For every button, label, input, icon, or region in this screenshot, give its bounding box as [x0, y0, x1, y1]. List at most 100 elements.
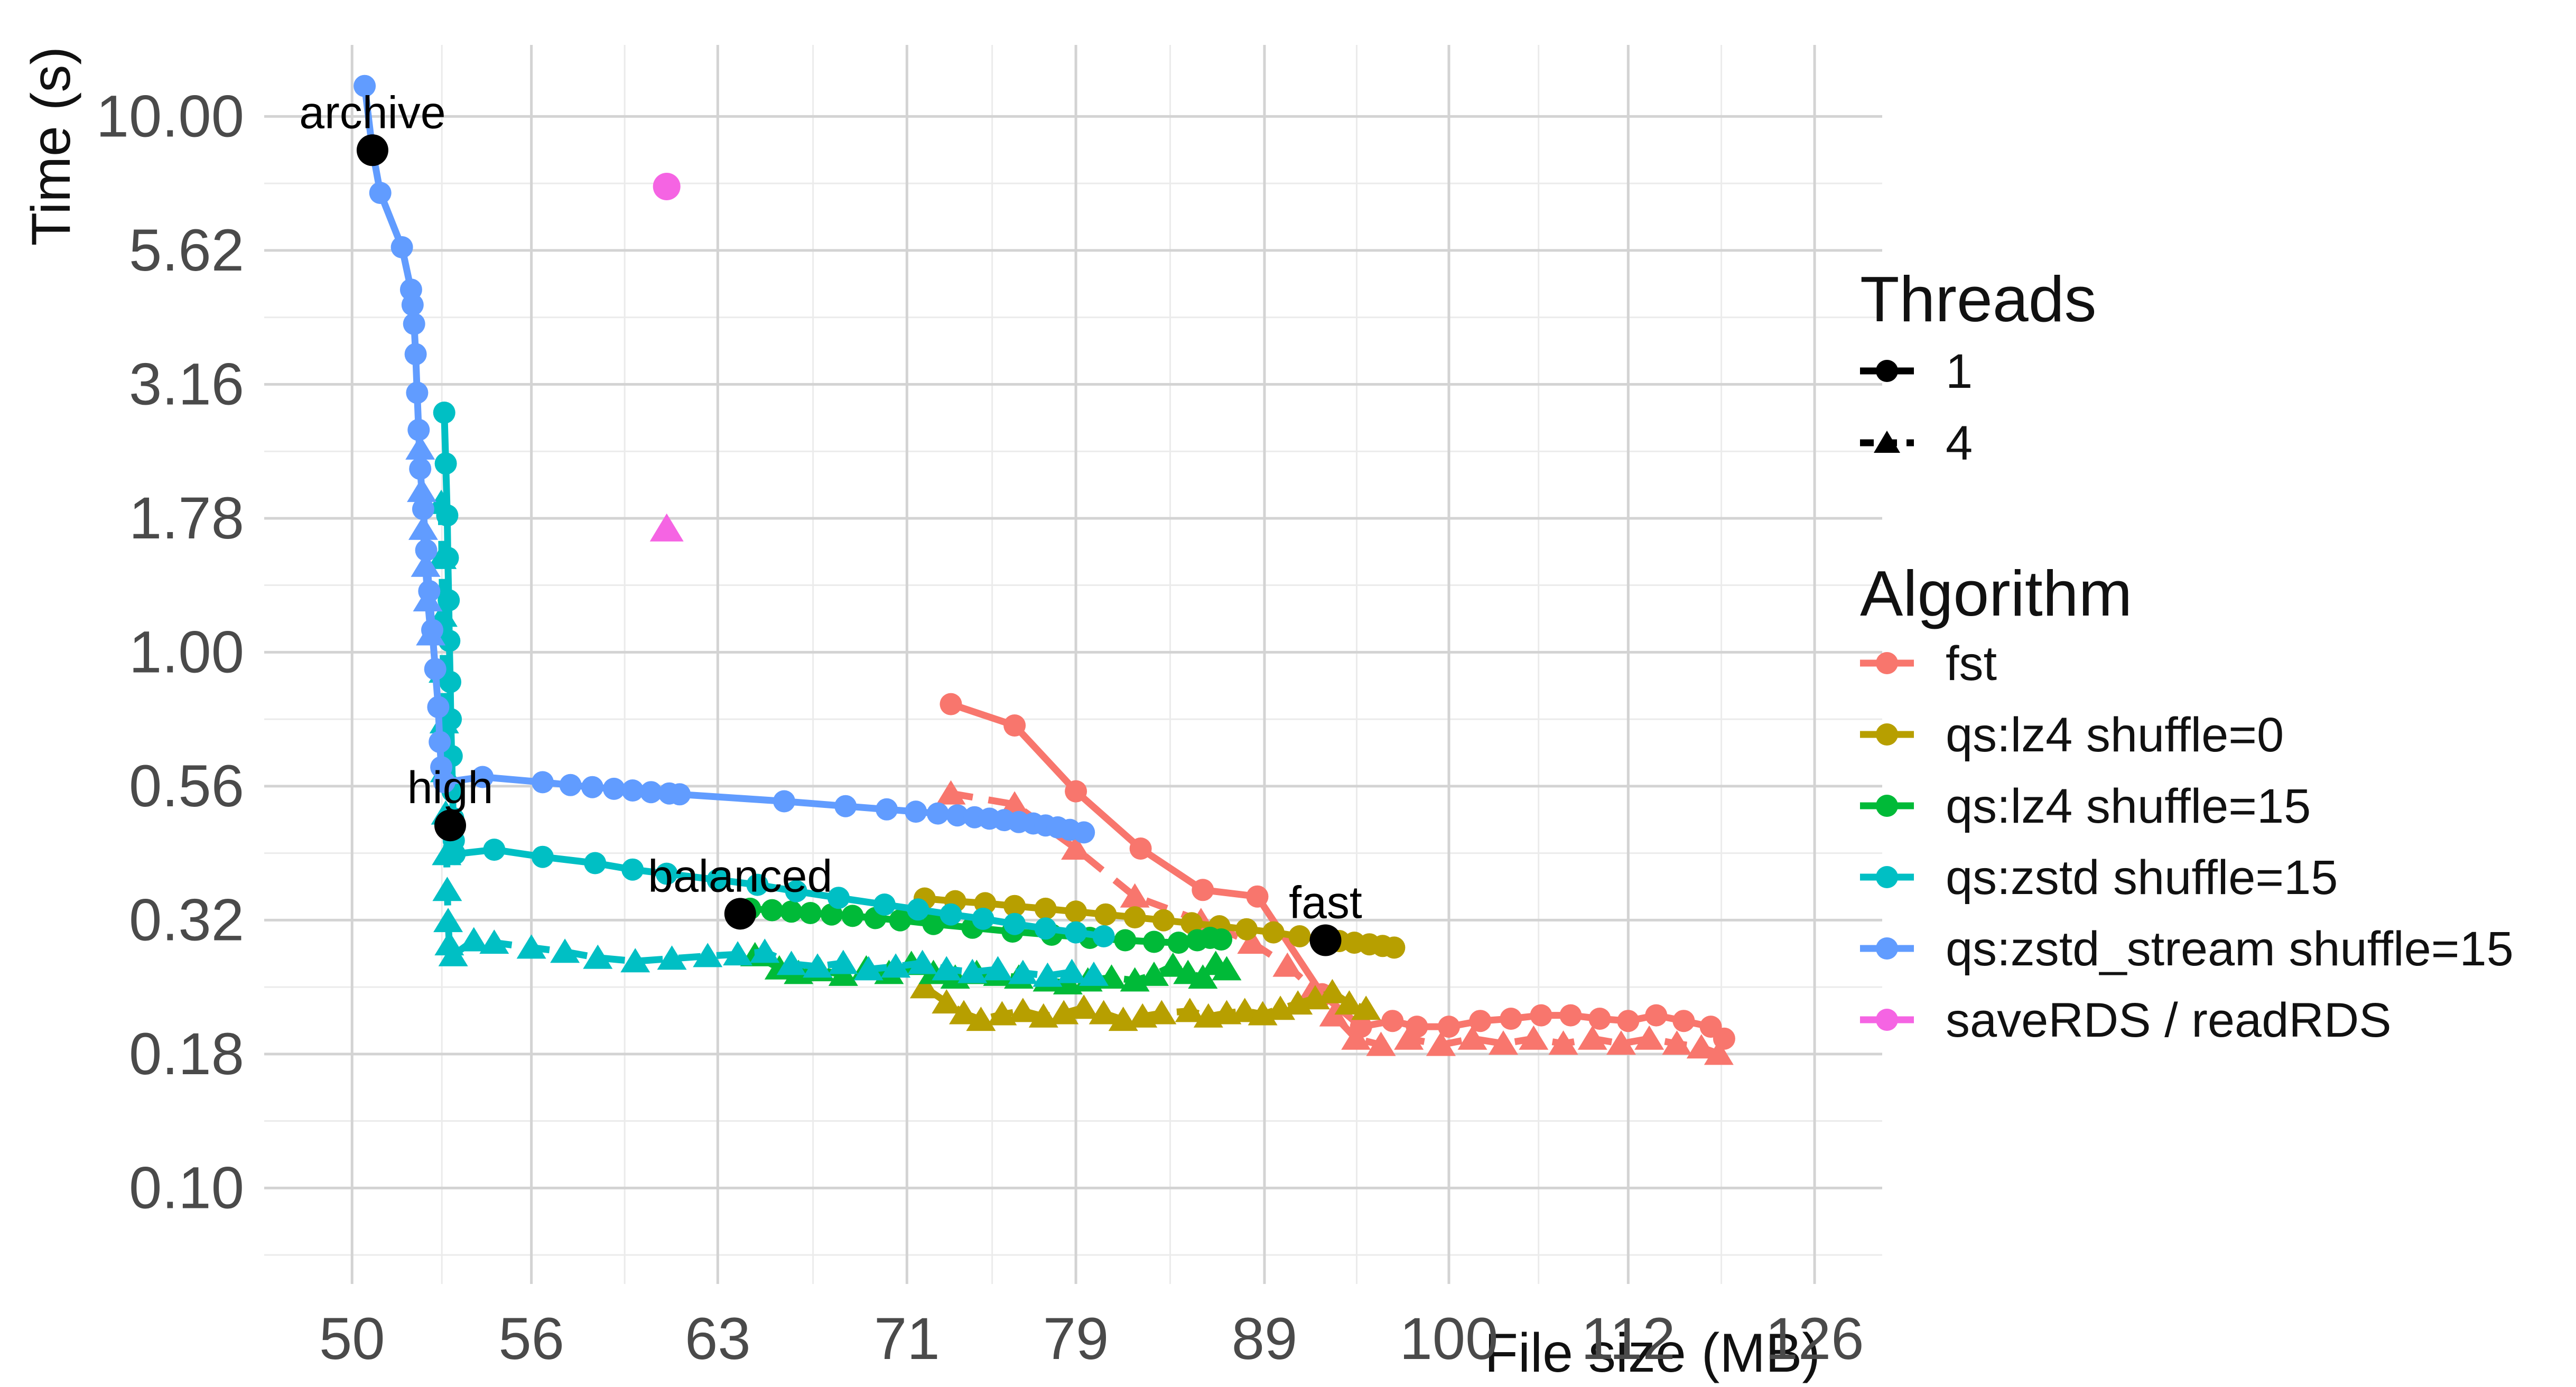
data-point	[803, 953, 833, 978]
data-point	[1000, 791, 1030, 816]
data-point	[949, 1000, 979, 1025]
data-point	[1366, 1031, 1396, 1056]
legend-item-algorithm-1: fst	[1860, 637, 1997, 691]
data-point	[1606, 1030, 1636, 1055]
data-point	[483, 839, 506, 861]
data-point	[1704, 1040, 1734, 1065]
data-point	[412, 498, 434, 520]
legend-algorithm: Algorithm fst qs:lz4 shuffle=0 qs:lz4 shuff…	[1860, 557, 2514, 1047]
data-point	[1065, 921, 1087, 944]
data-point	[983, 956, 1013, 981]
data-point	[1317, 979, 1347, 1003]
data-point	[439, 671, 461, 693]
legend-item-label: qs:zstd_stream shuffle=15	[1946, 922, 2514, 976]
data-point	[531, 771, 554, 794]
data-point	[434, 452, 457, 475]
data-point	[799, 902, 822, 924]
y-tick-label: 3.16	[129, 351, 244, 417]
data-point	[1230, 998, 1260, 1022]
preset-label-archive: archive	[299, 87, 445, 138]
data-point	[584, 852, 607, 874]
y-tick-label: 0.10	[129, 1155, 244, 1221]
data-point	[1237, 929, 1267, 954]
data-point	[479, 929, 509, 954]
data-point	[418, 580, 441, 602]
legend-item-algorithm-3: qs:lz4 shuffle=15	[1860, 779, 2311, 833]
data-point	[1351, 995, 1381, 1020]
x-tick-label: 126	[1765, 1306, 1864, 1372]
data-point	[1008, 960, 1038, 984]
data-point	[1246, 885, 1269, 908]
data-point	[433, 402, 455, 424]
preset-annotations: archive high balanced fast	[299, 87, 1362, 956]
series-zstd-1t	[433, 402, 1115, 947]
data-point	[406, 381, 429, 404]
data-point	[909, 974, 940, 999]
data-point	[432, 877, 462, 901]
data-point	[1092, 925, 1115, 947]
data-point	[1334, 990, 1364, 1015]
data-point	[1057, 958, 1087, 983]
data-point	[693, 943, 723, 967]
data-point	[1713, 1027, 1735, 1050]
data-point	[723, 941, 753, 966]
data-point	[1008, 998, 1038, 1022]
data-point	[1061, 835, 1091, 860]
x-axis-tick-labels: 50 56 63 71 79 89 100 112 126	[319, 1306, 1864, 1372]
legend-item-algorithm-4: qs:zstd shuffle=15	[1860, 851, 2338, 905]
data-point	[433, 771, 455, 794]
data-point	[621, 858, 644, 881]
series-zstdstream-1t	[354, 75, 1095, 844]
data-point	[649, 513, 684, 542]
data-point	[773, 790, 795, 813]
data-point	[407, 418, 430, 441]
legend-item-label: fst	[1946, 637, 1997, 691]
data-point	[433, 908, 463, 933]
data-point	[1152, 909, 1175, 932]
y-tick-label: 10.00	[96, 83, 244, 149]
data-point	[559, 774, 582, 796]
data-point	[424, 658, 447, 681]
legend-item-threads-4: 4	[1860, 416, 1973, 470]
data-point	[429, 731, 451, 753]
preset-label-high: high	[407, 762, 494, 813]
legend-threads: Threads 1 4	[1860, 263, 2097, 470]
data-point	[436, 504, 459, 527]
data-point	[1120, 883, 1150, 908]
data-point	[1548, 1030, 1578, 1055]
x-axis-title: File size (MB)	[1484, 1323, 1820, 1384]
legend-key-circle-icon	[1876, 652, 1898, 674]
grid-major	[264, 45, 1882, 1284]
x-tick-label: 71	[874, 1306, 940, 1372]
data-point	[1065, 900, 1087, 923]
legend-key-circle-icon	[1876, 866, 1898, 888]
data-point	[1129, 837, 1152, 860]
data-point	[876, 798, 898, 821]
legend: Threads 1 4 Algorithm fst qs:lz4 shuffle=0 qs:…	[1860, 263, 2514, 1047]
y-tick-label: 1.78	[129, 485, 244, 551]
data-point	[1003, 895, 1026, 917]
data-point	[1089, 1000, 1119, 1025]
data-point	[1686, 1034, 1716, 1059]
data-point	[1300, 985, 1331, 1010]
data-point	[516, 934, 546, 959]
data-point	[1094, 903, 1117, 926]
data-point	[427, 696, 450, 719]
data-point	[873, 893, 896, 916]
data-point	[1065, 780, 1087, 803]
data-point	[1034, 897, 1057, 920]
data-point	[1426, 1031, 1456, 1056]
data-point	[936, 780, 966, 805]
x-tick-label: 112	[1581, 1306, 1676, 1372]
data-point	[620, 948, 650, 973]
data-point	[785, 880, 807, 902]
preset-label-balanced: balanced	[648, 851, 832, 901]
y-tick-label: 0.32	[129, 887, 244, 953]
data-point	[1488, 1030, 1518, 1055]
data-point	[946, 804, 969, 827]
data-point	[471, 766, 494, 788]
data-point	[438, 589, 460, 612]
legend-item-label: saveRDS / readRDS	[1946, 993, 2392, 1047]
data-point	[640, 781, 663, 804]
y-tick-label: 0.56	[129, 753, 244, 819]
